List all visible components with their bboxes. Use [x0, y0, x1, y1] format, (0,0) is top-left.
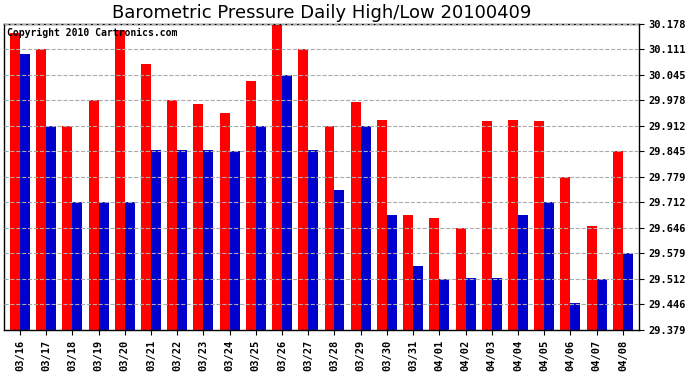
Bar [298, 50, 308, 330]
Bar [36, 50, 46, 330]
Text: Copyright 2010 Cartronics.com: Copyright 2010 Cartronics.com [8, 28, 178, 38]
Bar [571, 303, 580, 330]
Bar [46, 126, 56, 330]
Bar [256, 126, 266, 330]
Bar [193, 104, 204, 330]
Bar [361, 126, 371, 330]
Bar [62, 126, 72, 330]
Bar [466, 278, 475, 330]
Bar [204, 150, 213, 330]
Bar [534, 121, 544, 330]
Bar [230, 151, 239, 330]
Bar [623, 253, 633, 330]
Bar [482, 121, 492, 330]
Bar [20, 54, 30, 330]
Bar [560, 177, 571, 330]
Bar [151, 150, 161, 330]
Bar [308, 150, 318, 330]
Bar [282, 75, 292, 330]
Bar [219, 112, 230, 330]
Bar [177, 150, 187, 330]
Bar [246, 81, 256, 330]
Bar [613, 151, 623, 330]
Bar [72, 202, 82, 330]
Bar [429, 217, 440, 330]
Bar [403, 215, 413, 330]
Bar [597, 279, 607, 330]
Bar [544, 202, 554, 330]
Bar [167, 100, 177, 330]
Bar [99, 202, 108, 330]
Bar [518, 215, 528, 330]
Bar [492, 278, 502, 330]
Bar [272, 24, 282, 330]
Bar [335, 190, 344, 330]
Bar [115, 30, 125, 330]
Title: Barometric Pressure Daily High/Low 20100409: Barometric Pressure Daily High/Low 20100… [112, 4, 531, 22]
Bar [351, 102, 361, 330]
Bar [10, 33, 20, 330]
Bar [387, 215, 397, 330]
Bar [324, 126, 335, 330]
Bar [125, 202, 135, 330]
Bar [586, 226, 597, 330]
Bar [88, 100, 99, 330]
Bar [440, 279, 449, 330]
Bar [455, 228, 466, 330]
Bar [141, 64, 151, 330]
Bar [413, 266, 423, 330]
Bar [377, 120, 387, 330]
Bar [508, 120, 518, 330]
